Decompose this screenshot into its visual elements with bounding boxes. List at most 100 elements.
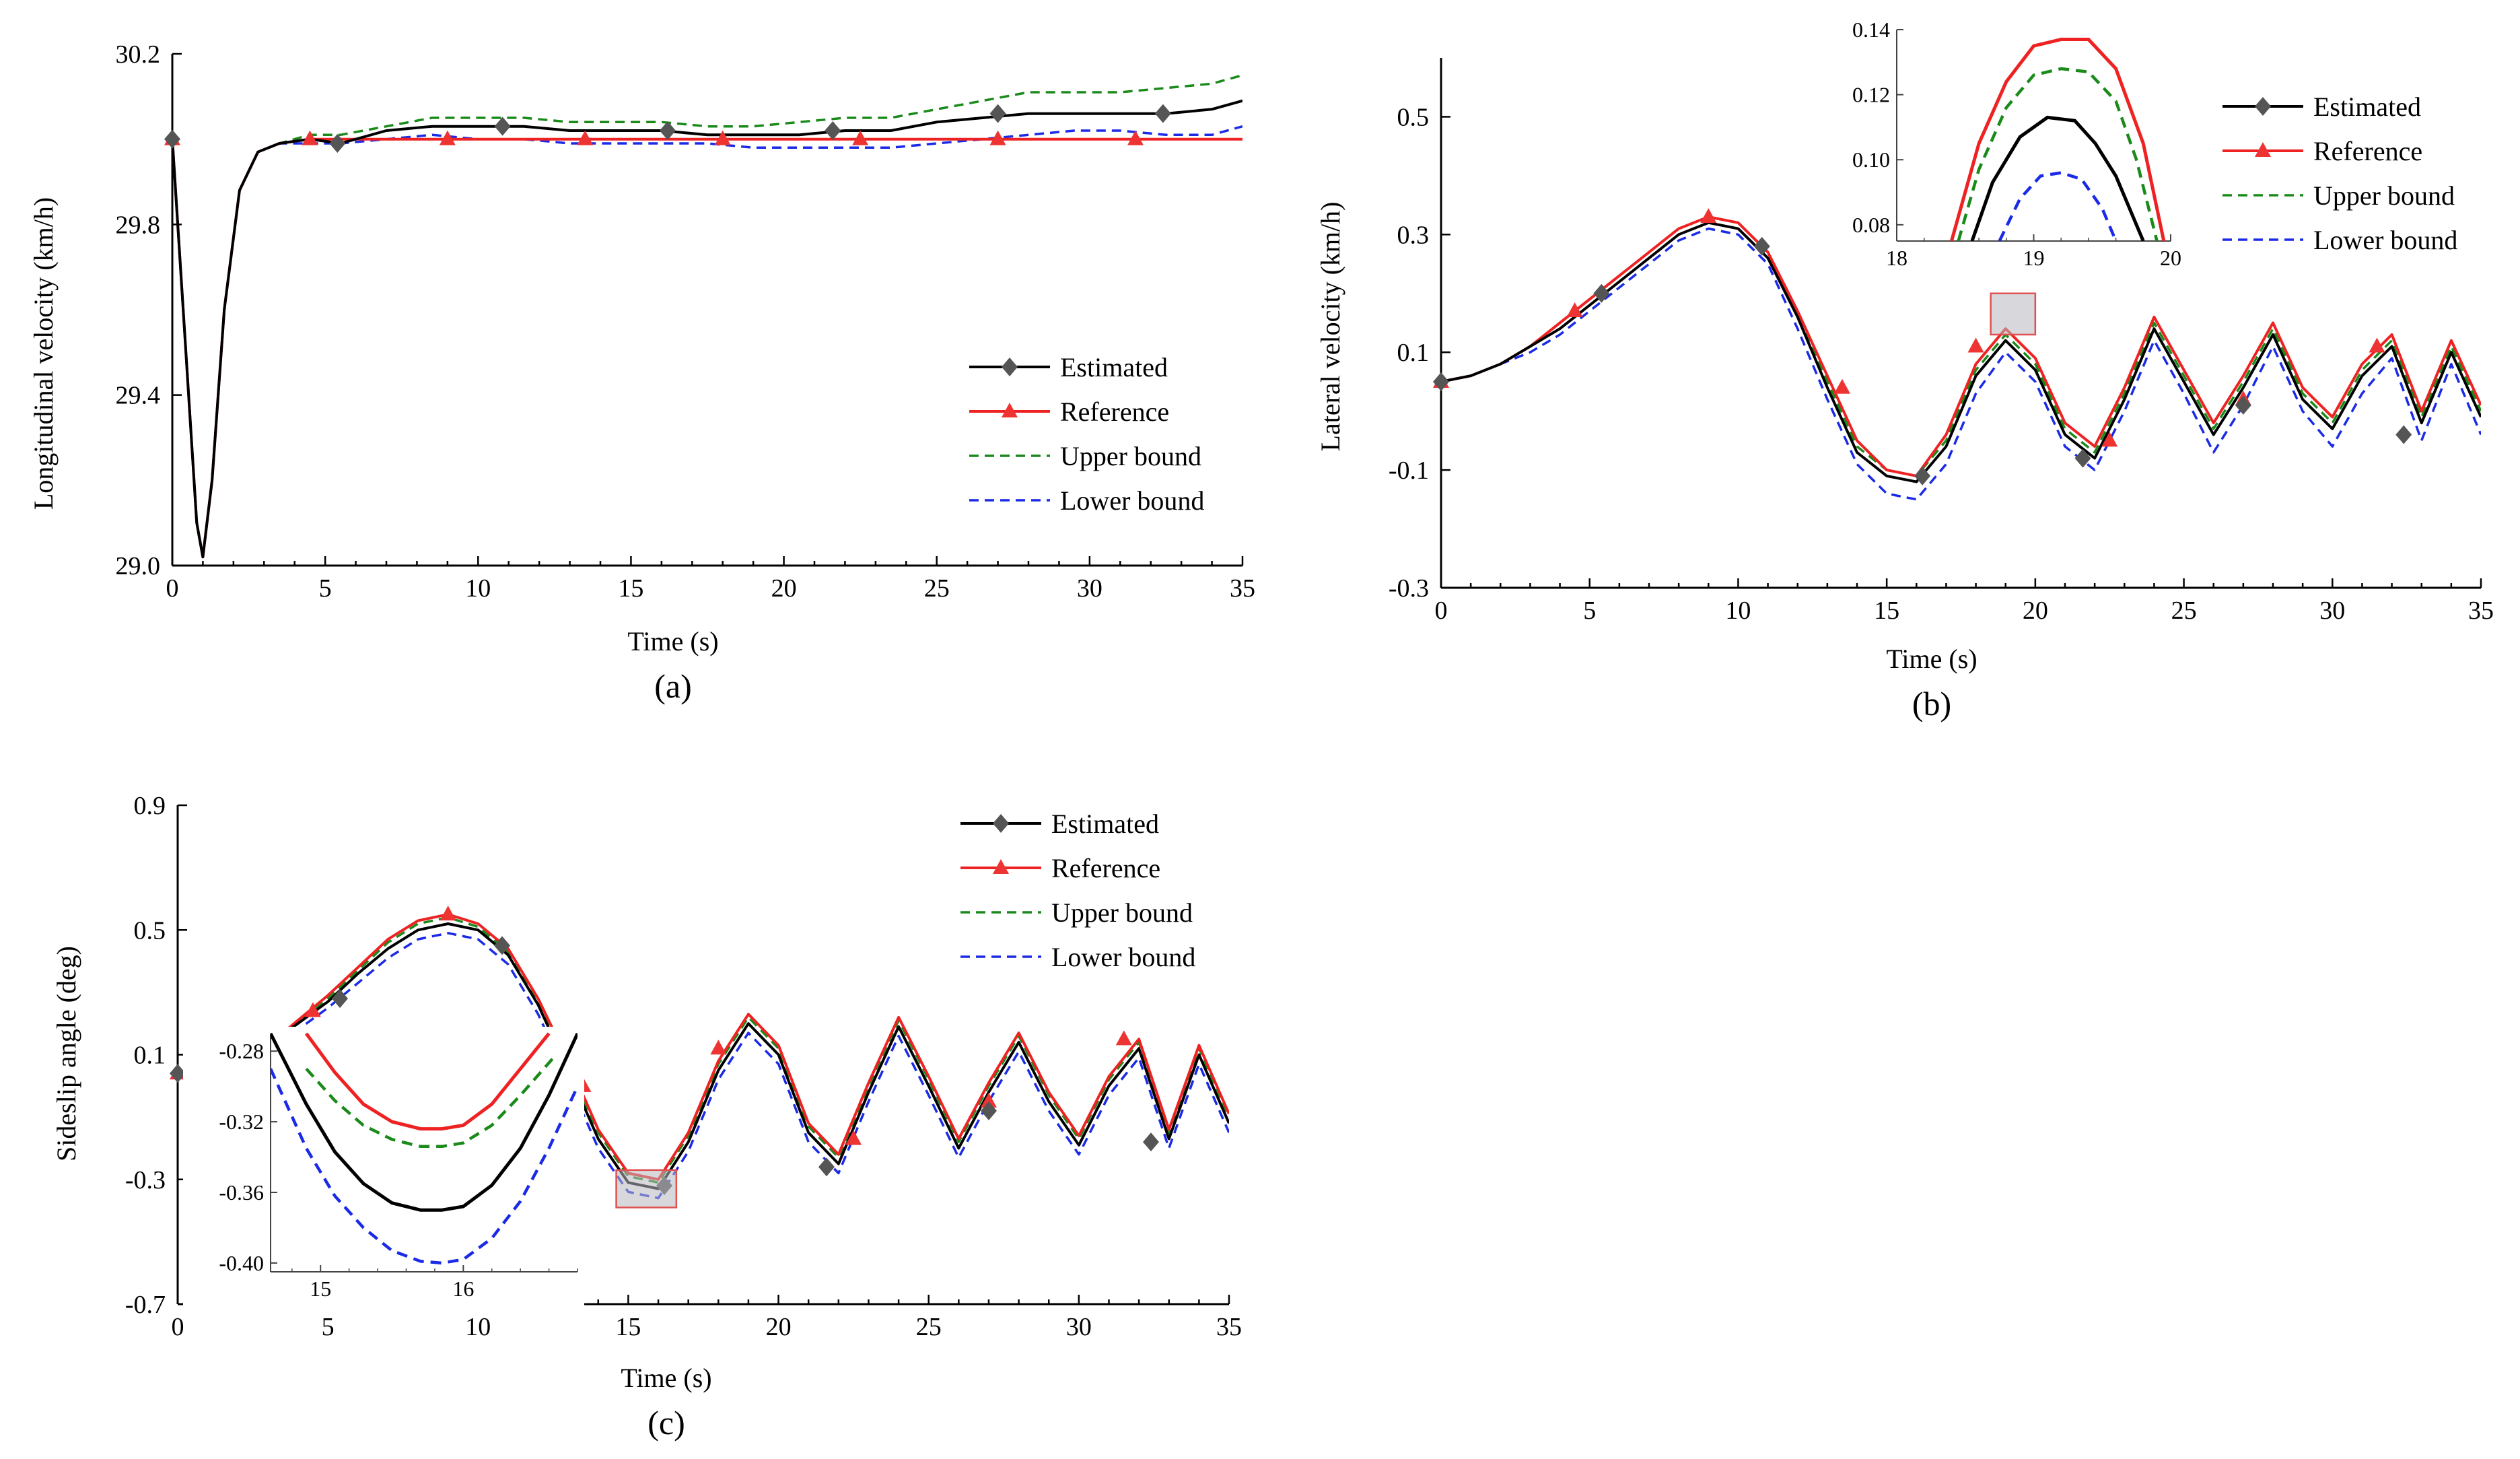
- legend-label-lower-bound: Lower bound: [1060, 485, 1204, 516]
- panel-c-x-tick-label: 35: [1216, 1313, 1242, 1341]
- panel-c-marker-reference: [440, 906, 456, 920]
- panel-a-legend: EstimatedReferenceUpper boundLower bound: [969, 352, 1204, 516]
- panel-b-y-tick-label: -0.1: [1389, 456, 1429, 485]
- panel-a-y-tick-label: 29.8: [116, 211, 161, 239]
- panel-a-marker-reference: [577, 131, 593, 145]
- panel-c-x-tick-label: 20: [766, 1313, 792, 1341]
- panel-b-x-tick-label: 0: [1435, 597, 1448, 625]
- panel-c-label: (c): [648, 1404, 685, 1441]
- panel-b-marker-estimated: [2395, 426, 2412, 444]
- legend-label-estimated: Estimated: [2313, 92, 2421, 122]
- panel-a-marker-estimated: [1155, 104, 1171, 123]
- panel-a-x-tick-label: 0: [166, 574, 179, 603]
- panel-c-inset-x-tick-label: 15: [310, 1277, 331, 1301]
- panel-c-x-tick-label: 25: [916, 1313, 942, 1341]
- panel-b-zoom-region: [1991, 294, 2035, 335]
- panel-b-legend-item-lower-bound: Lower bound: [2222, 225, 2457, 255]
- panel-b-x-tick-label: 15: [1874, 597, 1899, 625]
- panel-a-x-tick-label: 15: [618, 574, 643, 603]
- panel-b-inset-y-tick-label: 0.14: [1852, 18, 1890, 42]
- panel-c-y-tick-label: 0.5: [134, 916, 166, 945]
- panel-a-marker-estimated: [329, 134, 345, 153]
- panel-a-legend-item-lower-bound: Lower bound: [969, 485, 1204, 516]
- panel-a-marker-reference: [852, 131, 868, 145]
- legend-marker-estimated: [2255, 97, 2271, 116]
- panel-a-x-tick-label: 25: [924, 574, 950, 603]
- panel-b-label: (b): [1912, 685, 1951, 722]
- panel-a-marker-estimated: [164, 130, 180, 149]
- legend-label-reference: Reference: [1051, 853, 1160, 883]
- panel-c-zoom-region: [617, 1170, 676, 1208]
- panel-c-inset-x-tick-label: 16: [452, 1277, 474, 1301]
- panel-b-y-tick-label: 0.3: [1397, 221, 1430, 249]
- panel-b-legend-item-estimated: Estimated: [2222, 92, 2421, 122]
- panel-c-x-tick-label: 15: [615, 1313, 641, 1341]
- panel-b-x-tick-label: 25: [2171, 597, 2197, 625]
- panel-c-x-tick-label: 5: [322, 1313, 335, 1341]
- panel-b-x-tick-label: 20: [2023, 597, 2048, 625]
- panel-c-ylabel: Sideslip angle (deg): [51, 946, 81, 1161]
- panel-b-legend: Estimated Reference Upper bound Lower bound: [2222, 92, 2457, 255]
- panel-a-marker-estimated: [825, 121, 841, 140]
- panel-b-marker-reference: [1834, 379, 1850, 394]
- panel-b-legend-item-reference: Reference: [2222, 136, 2422, 166]
- panel-b-y-tick-label: 0.5: [1397, 103, 1430, 131]
- panel-c-marker-reference: [1116, 1030, 1132, 1045]
- panel-c-x-tick-label: 10: [465, 1313, 491, 1341]
- panel-c-y-tick-label: 0.9: [134, 792, 166, 820]
- panel-c-inset: 15 16-0.28-0.32-0.36-0.40: [183, 1027, 584, 1312]
- panel-c-x-tick-label: 0: [172, 1313, 184, 1341]
- legend-label-reference: Reference: [1060, 397, 1169, 427]
- panel-c-legend-item-reference: Reference: [960, 853, 1160, 883]
- panel-a-y-tick-label: 30.2: [116, 40, 161, 69]
- panel-a-x-tick-label: 20: [771, 574, 797, 603]
- figure-canvas: Longitudinal velocity (km/h) Time (s) (a…: [0, 0, 2520, 1459]
- panel-c-inset-y-tick-label: -0.32: [219, 1110, 264, 1134]
- panel-a-legend-item-upper-bound: Upper bound: [969, 441, 1201, 471]
- panel-c-y-tick-label: 0.1: [134, 1042, 166, 1070]
- panel-a-marker-reference: [302, 131, 318, 145]
- panel-b-inset-y-tick-label: 0.10: [1852, 147, 1890, 172]
- panel-a-marker-estimated: [990, 104, 1006, 123]
- panel-c-x-tick-label: 30: [1066, 1313, 1092, 1341]
- legend-marker-estimated: [993, 814, 1009, 833]
- panel-b-ylabel: Lateral velocity (km/h): [1315, 202, 1345, 452]
- panel-b-x-tick-label: 30: [2319, 597, 2345, 625]
- panel-b-inset-x-tick-label: 19: [2023, 246, 2045, 270]
- panel-a-y-tick-label: 29.4: [116, 382, 161, 410]
- panel-c-inset-y-tick-label: -0.28: [219, 1039, 264, 1063]
- legend-label-estimated: Estimated: [1051, 809, 1159, 839]
- legend-label-upper-bound: Upper bound: [1051, 897, 1193, 928]
- panel-c-legend-item-lower-bound: Lower bound: [960, 942, 1195, 972]
- legend-label-lower-bound: Lower bound: [1051, 942, 1195, 972]
- panel-a-legend-item-reference: Reference: [969, 397, 1169, 427]
- panel-b-inset-x-tick-label: 18: [1886, 246, 1908, 270]
- legend-label-reference: Reference: [2313, 136, 2422, 166]
- legend-label-upper-bound: Upper bound: [2313, 180, 2455, 211]
- panel-a-x-tick-label: 10: [465, 574, 491, 603]
- panel-b-xlabel: Time (s): [1886, 644, 1977, 674]
- panel-b-inset-y-tick-label: 0.12: [1852, 83, 1890, 107]
- panel-a-xlabel: Time (s): [627, 626, 718, 656]
- panel-a-label: (a): [654, 667, 692, 705]
- panel-b-legend-item-upper-bound: Upper bound: [2222, 180, 2455, 211]
- panel-b-y-tick-label: -0.3: [1389, 574, 1429, 603]
- panel-b-x-tick-label: 5: [1583, 597, 1596, 625]
- panel-b-marker-estimated: [1433, 372, 1449, 391]
- panel-a-x-tick-label: 5: [319, 574, 332, 603]
- panel-c-legend-item-upper-bound: Upper bound: [960, 897, 1193, 928]
- panel-c-y-tick-label: -0.3: [125, 1166, 166, 1194]
- panel-c-legend: Estimated Reference Upper bound Lower bound: [960, 809, 1195, 972]
- panel-a-y-tick-label: 29.0: [116, 552, 161, 580]
- panel-b-x-tick-label: 35: [2468, 597, 2494, 625]
- panel-c-y-tick-label: -0.7: [125, 1291, 166, 1319]
- panel-a-marker-estimated: [660, 121, 676, 140]
- panel-b-x-tick-label: 10: [1725, 597, 1751, 625]
- panel-c-marker-estimated: [818, 1157, 835, 1176]
- panel-b-y-tick-label: 0.1: [1397, 339, 1430, 367]
- legend-label-upper-bound: Upper bound: [1060, 441, 1201, 471]
- panel-b-lateral-velocity: Lateral velocity (km/h) Time (s) (b) 0 5 1…: [1315, 18, 2494, 722]
- panel-a-ylabel: Longitudinal velocity (km/h): [28, 197, 59, 510]
- panel-a-plot-area: 0 5 10 15 20 25 30 3529.029.429.830.2: [116, 40, 1256, 603]
- legend-label-lower-bound: Lower bound: [2313, 225, 2457, 255]
